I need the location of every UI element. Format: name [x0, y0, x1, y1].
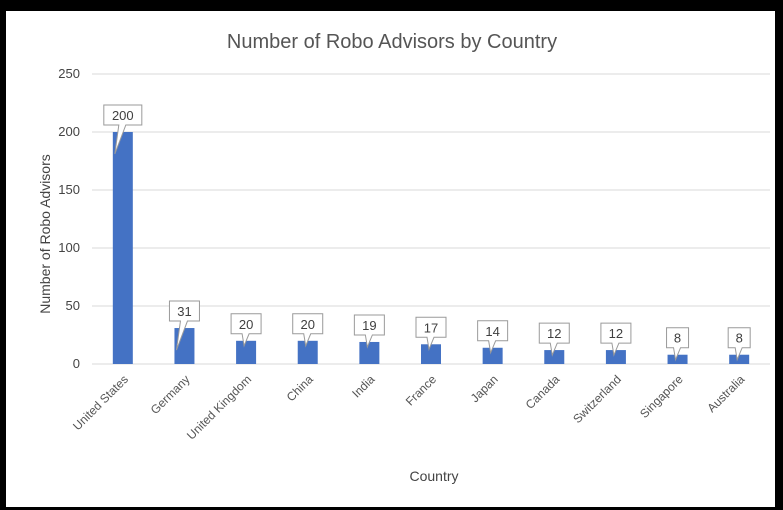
x-tick-label: Germany — [148, 372, 193, 417]
data-label-text: 20 — [239, 317, 253, 332]
data-label: 200 — [103, 104, 143, 155]
data-label-text: 8 — [674, 331, 681, 346]
data-label-text: 200 — [112, 108, 134, 123]
data-label: 31 — [168, 300, 200, 351]
data-label-box — [292, 313, 324, 348]
chart-title: Number of Robo Advisors by Country — [227, 31, 557, 53]
bar — [112, 132, 133, 364]
data-label-box — [477, 320, 509, 355]
bar — [421, 344, 441, 364]
grid-lines — [92, 73, 770, 365]
y-axis-ticks: 0 50 100 150 200 250 — [58, 66, 80, 371]
data-label-box — [600, 322, 632, 357]
data-label-box — [415, 316, 447, 352]
bar — [297, 340, 318, 364]
data-label: 19 — [353, 314, 385, 349]
x-tick-label: Australia — [704, 372, 747, 415]
y-tick-label: 150 — [58, 182, 80, 197]
bar — [482, 347, 503, 364]
data-label-text: 17 — [424, 320, 438, 335]
data-label-text: 12 — [547, 326, 561, 341]
bars — [112, 132, 750, 364]
data-label-box — [353, 314, 385, 349]
y-tick-label: 0 — [73, 356, 80, 371]
data-labels: 200 31 20 20 19 17 14 12 12 8 8 — [103, 104, 751, 362]
data-label: 12 — [600, 322, 632, 357]
chart-area: Number of Robo Advisors by Country 0 50 10… — [6, 11, 775, 507]
data-label-box — [103, 104, 143, 155]
y-tick-label: 100 — [58, 240, 80, 255]
y-tick-label: 200 — [58, 124, 80, 139]
data-label: 17 — [415, 316, 447, 352]
data-label: 8 — [727, 327, 751, 362]
bar — [667, 354, 688, 364]
bar — [729, 354, 750, 364]
x-tick-label: China — [284, 372, 316, 404]
data-label-box — [666, 327, 690, 362]
y-tick-label: 250 — [58, 66, 80, 81]
x-tick-label: United States — [70, 372, 131, 433]
x-axis-label: Country — [409, 468, 458, 484]
data-label-box — [168, 300, 200, 351]
bar — [544, 350, 565, 364]
data-label-text: 12 — [609, 326, 623, 341]
data-label: 12 — [538, 322, 570, 357]
data-label: 20 — [230, 313, 262, 348]
bar — [236, 340, 257, 364]
data-label-text: 19 — [362, 318, 376, 333]
data-label: 20 — [292, 313, 324, 348]
x-tick-label: India — [349, 372, 378, 401]
x-tick-label: Canada — [523, 372, 563, 412]
data-label-box — [230, 313, 262, 348]
bar — [605, 350, 626, 364]
y-tick-label: 50 — [66, 298, 80, 313]
data-label-text: 31 — [177, 304, 191, 319]
y-axis-label: Number of Robo Advisors — [37, 154, 53, 314]
bar-chart: Number of Robo Advisors by Country 0 50 10… — [37, 31, 770, 484]
x-tick-label: Singapore — [637, 372, 686, 421]
data-label-box — [538, 322, 570, 357]
data-label-box — [727, 327, 751, 362]
bar — [359, 341, 380, 364]
x-tick-label: United Kingdom — [184, 372, 254, 442]
x-tick-label: Switzerland — [570, 372, 624, 426]
x-tick-label: France — [403, 372, 440, 409]
data-label: 8 — [666, 327, 690, 362]
data-label-text: 8 — [736, 331, 743, 346]
x-tick-label: Japan — [468, 372, 501, 405]
data-label-text: 14 — [485, 324, 499, 339]
data-label: 14 — [477, 320, 509, 355]
data-label-text: 20 — [300, 317, 314, 332]
